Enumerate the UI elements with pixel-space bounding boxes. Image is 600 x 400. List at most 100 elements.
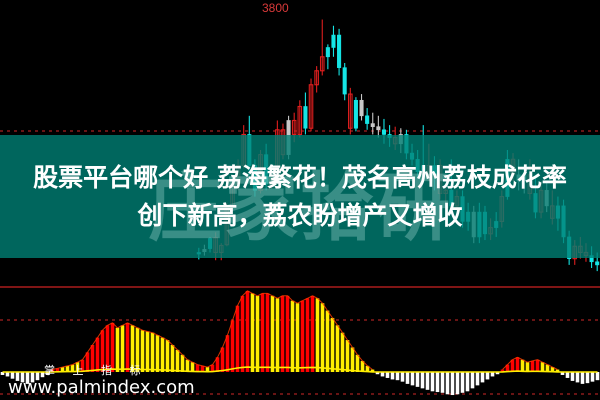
indicator-bar xyxy=(540,362,545,372)
indicator-bar xyxy=(140,330,145,372)
indicator-bar xyxy=(65,365,70,372)
indicator-bar xyxy=(100,330,105,372)
indicator-bar xyxy=(455,372,460,395)
headline-line-2: 创下新高，荔农盼增产又增收 xyxy=(137,200,463,230)
indicator-bar xyxy=(190,362,195,372)
indicator-bar xyxy=(530,360,535,372)
indicator-bar xyxy=(525,362,530,372)
indicator-bar xyxy=(510,359,515,372)
indicator-bar xyxy=(15,372,20,381)
indicator-bar xyxy=(445,372,450,395)
indicator-bar xyxy=(315,298,320,372)
indicator-bar xyxy=(35,372,40,381)
indicator-bar xyxy=(95,337,100,372)
indicator-bar xyxy=(25,372,30,384)
indicator-bar xyxy=(435,372,440,393)
indicator-bar xyxy=(345,340,350,372)
indicator-bar xyxy=(430,372,435,392)
indicator-bar xyxy=(310,295,315,372)
candle xyxy=(353,97,358,132)
candle xyxy=(314,66,319,93)
indicator-bar xyxy=(220,347,225,372)
indicator-bar xyxy=(75,362,80,372)
indicator-bar xyxy=(235,305,240,372)
indicator-bar xyxy=(350,347,355,372)
indicator-bar xyxy=(410,372,415,386)
indicator-bar xyxy=(110,322,115,372)
indicator-bar xyxy=(460,372,465,393)
indicator-bar xyxy=(185,359,190,372)
indicator-bar xyxy=(260,293,265,372)
indicator-bar xyxy=(80,359,85,372)
indicator-bar xyxy=(270,295,275,372)
indicator-bar xyxy=(90,344,95,372)
candle xyxy=(325,44,330,70)
indicator-bar xyxy=(210,364,215,372)
indicator-bar xyxy=(50,369,55,372)
indicator-bar xyxy=(130,325,135,372)
indicator-bar xyxy=(180,354,185,372)
indicator-bar xyxy=(490,372,495,377)
indicator-bar xyxy=(415,372,420,387)
indicator-bar xyxy=(555,369,560,372)
indicator-bar xyxy=(215,357,220,372)
candle xyxy=(331,25,336,57)
indicator-chart-panel xyxy=(0,272,600,400)
indicator-envelope-line xyxy=(52,290,558,370)
indicator-bar xyxy=(40,372,45,378)
price-axis-label-3800: 3800 xyxy=(262,1,289,15)
indicator-bar xyxy=(580,372,585,384)
indicator-bar xyxy=(105,325,110,372)
candle xyxy=(337,28,342,76)
indicator-bar xyxy=(85,352,90,372)
indicator-bar xyxy=(590,372,595,382)
indicator-bar xyxy=(265,293,270,372)
indicator-bar xyxy=(335,325,340,372)
indicator-bar xyxy=(505,364,510,372)
indicator-bar xyxy=(365,365,370,372)
indicator-bar xyxy=(450,372,455,396)
indicator-bar xyxy=(245,290,250,372)
indicator-bar xyxy=(440,372,445,393)
indicator-bar xyxy=(495,372,500,375)
candle xyxy=(348,87,353,135)
indicator-bar xyxy=(305,298,310,372)
macd-histogram-svg xyxy=(0,286,600,396)
indicator-bar xyxy=(125,322,130,372)
indicator-bar xyxy=(485,372,490,380)
indicator-bar xyxy=(285,295,290,372)
indicator-bar xyxy=(135,327,140,372)
indicator-bar xyxy=(55,368,60,372)
indicator-bar xyxy=(240,295,245,372)
indicator-bar xyxy=(230,320,235,372)
indicator-bar xyxy=(300,300,305,372)
indicator-bar xyxy=(320,303,325,372)
indicator-bar xyxy=(155,335,160,372)
indicator-bar xyxy=(5,372,10,377)
indicator-bar xyxy=(200,365,205,372)
indicator-bar xyxy=(360,360,365,372)
indicator-bar xyxy=(295,303,300,372)
indicator-bar xyxy=(550,367,555,372)
indicator-bar xyxy=(60,367,65,372)
indicator-bar xyxy=(470,372,475,389)
indicator-bar xyxy=(45,372,50,375)
indicator-bar xyxy=(515,357,520,372)
candle xyxy=(308,78,314,132)
indicator-bar xyxy=(560,372,565,375)
indicator-bar xyxy=(545,364,550,372)
indicator-bar xyxy=(395,372,400,381)
indicator-bar xyxy=(585,372,590,384)
indicator-bar xyxy=(535,359,540,372)
indicator-bar xyxy=(170,344,175,372)
indicator-bar xyxy=(255,295,260,372)
indicator-bar xyxy=(355,354,360,372)
indicator-bar xyxy=(480,372,485,383)
indicator-bar xyxy=(30,372,35,383)
indicator-bar xyxy=(375,372,380,375)
indicator-bar xyxy=(145,331,150,372)
indicator-bar xyxy=(280,295,285,372)
headline-overlay-band: 庄家拾研 股票平台哪个好 荔海繁花！茂名高州荔枝成花率 创下新高，荔农盼增产又增… xyxy=(0,135,600,258)
candle xyxy=(297,100,303,138)
headline-line-1: 股票平台哪个好 荔海繁花！茂名高州荔枝成花率 xyxy=(33,162,567,192)
